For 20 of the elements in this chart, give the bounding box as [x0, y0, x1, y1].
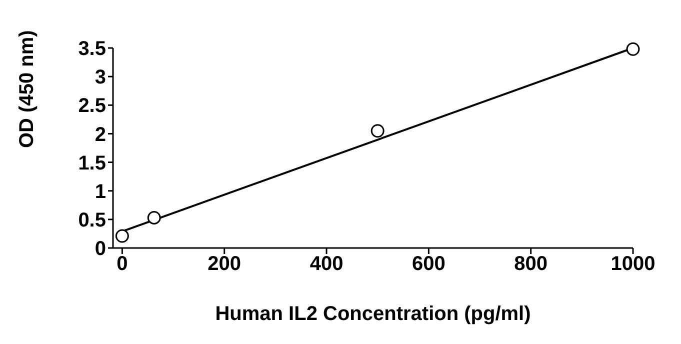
- y-tick-label: 2.5: [78, 95, 106, 118]
- y-tick-label: 2: [94, 124, 106, 146]
- x-tick-label: 600: [412, 253, 446, 276]
- x-tick-label: 800: [514, 253, 548, 276]
- y-tick-label: 3.5: [78, 38, 106, 60]
- point: [147, 210, 161, 224]
- point: [115, 229, 129, 243]
- y-tick-label: 0: [94, 238, 106, 260]
- x-axis-title: Human IL2 Concentration (pg/ml): [215, 303, 531, 325]
- y-tick-label: 1: [94, 180, 106, 203]
- x-tick-label: 400: [310, 253, 344, 276]
- y-axis-title: OD (450 nm): [16, 30, 38, 148]
- y-tick-label: 3: [94, 66, 106, 89]
- y-tick-label: 0.5: [78, 210, 106, 232]
- y-tick-label: 1.5: [78, 152, 106, 174]
- x-tick-label: 0: [116, 253, 128, 276]
- x-tick-label: 1000: [610, 253, 656, 276]
- point: [370, 124, 384, 138]
- point: [626, 42, 640, 56]
- x-tick-label: 200: [208, 253, 242, 276]
